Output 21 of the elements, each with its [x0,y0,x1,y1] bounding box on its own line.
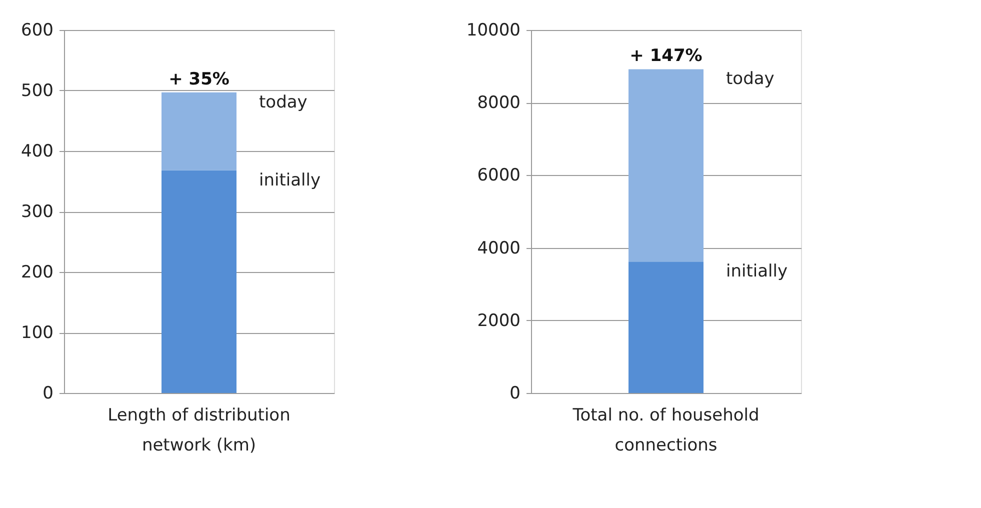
annotation: + 35% [168,69,230,90]
y-tick-label: 8000 [477,93,520,114]
y-tick-label: 2000 [477,310,520,331]
y-tick-label: 0 [42,384,54,404]
annotation: + 147% [630,46,702,66]
y-tick-label: 500 [21,81,54,101]
series-label: initially [726,262,788,282]
x-tick-label: Length of distribution network (km) [108,406,290,456]
y-tick-label: 10000 [466,20,520,40]
x-tick-label: Total no. of household connections [572,406,760,456]
y-tick-label: 100 [21,323,54,343]
y-tick-label: 0 [510,384,520,404]
y-tick-label: 4000 [477,238,520,258]
y-tick-label: 200 [21,262,54,282]
y-tick-label: 300 [21,202,54,222]
y-tick-label: 400 [21,142,54,162]
y-tick-label: 600 [21,20,54,40]
series-label: initially [259,170,321,190]
series-label: today [259,92,308,112]
y-tick-label: 6000 [477,166,520,186]
series-label: today [726,69,774,90]
